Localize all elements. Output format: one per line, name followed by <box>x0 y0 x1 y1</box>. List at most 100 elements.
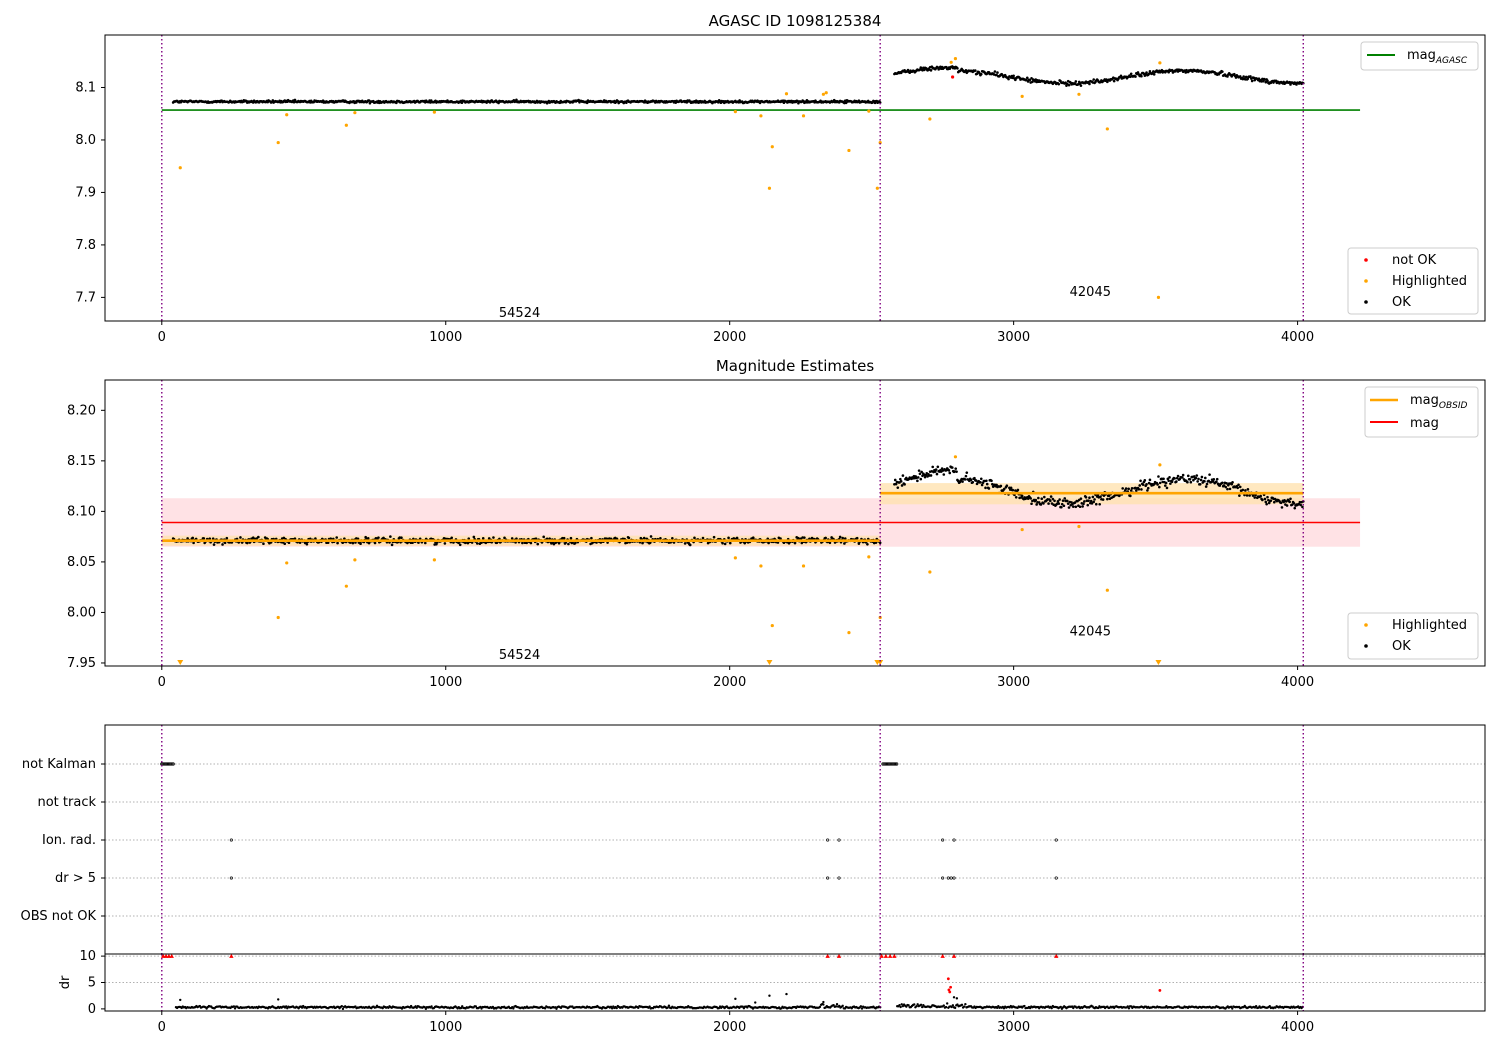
highlighted-point <box>1105 127 1109 131</box>
ok-point <box>1090 502 1094 505</box>
dr-point <box>1127 1007 1131 1010</box>
legend-box <box>1360 41 1479 71</box>
dr-point <box>835 1003 839 1006</box>
ok-point <box>1049 495 1053 498</box>
ok-point <box>202 537 206 540</box>
ok-point <box>1212 478 1216 481</box>
ok-point <box>1063 497 1067 500</box>
ok-point <box>995 483 998 487</box>
ok-point <box>1221 481 1224 485</box>
highlighted-point <box>759 114 763 118</box>
legend-box <box>1347 612 1479 660</box>
ok-point <box>931 465 935 469</box>
dr-point <box>960 1003 964 1007</box>
x-tick-label: 2000 <box>713 1020 746 1035</box>
ok-point <box>987 487 991 490</box>
ok-point <box>1088 82 1091 86</box>
y-tick-label: 8.1 <box>75 80 96 95</box>
dr-point <box>555 1007 558 1010</box>
dr-clipped-marker <box>166 953 172 958</box>
ok-point <box>1037 496 1040 500</box>
flag-point <box>837 876 841 880</box>
dr-clipped-marker <box>879 953 884 958</box>
y-tick-label: 0 <box>88 1002 96 1017</box>
ok-point <box>1042 502 1045 505</box>
ok-point <box>245 541 249 545</box>
dr-point <box>1059 1005 1062 1009</box>
obsid-label: 42045 <box>1070 625 1111 640</box>
ok-point <box>515 537 518 540</box>
highlighted-point <box>928 570 932 574</box>
ok-point <box>1043 495 1046 499</box>
dr-point <box>841 1004 844 1008</box>
dr-axis-label: dr <box>58 975 73 989</box>
dr-red-point <box>1158 989 1162 992</box>
highlighted-point <box>1105 588 1109 592</box>
ok-point <box>1152 73 1156 76</box>
ok-point <box>917 469 921 472</box>
ok-point <box>649 535 653 538</box>
flag-row-label: dr > 5 <box>55 871 96 886</box>
ok-point <box>534 537 538 541</box>
ok-point <box>1263 497 1267 501</box>
ok-point <box>701 536 705 540</box>
ok-point <box>1112 79 1116 83</box>
ok-point <box>367 541 371 545</box>
ok-point <box>728 541 732 545</box>
ok-point <box>955 470 958 473</box>
ok-point <box>1136 71 1140 74</box>
dr-point <box>822 1003 825 1006</box>
ok-point <box>1129 494 1132 498</box>
ok-point <box>956 67 959 70</box>
dr-clipped-marker <box>883 953 889 958</box>
ok-point <box>1016 488 1020 492</box>
ok-point <box>1060 502 1064 506</box>
highlighted-point <box>1020 94 1024 98</box>
flag-row-label: not track <box>37 795 96 810</box>
ok-point <box>1293 506 1297 510</box>
ok-point <box>723 542 727 546</box>
ok-point <box>1025 76 1029 80</box>
ok-point <box>443 542 447 545</box>
dr-point <box>919 1003 923 1007</box>
highlighted-point <box>1158 463 1162 467</box>
ok-point <box>1099 495 1102 498</box>
ok-point <box>922 68 926 72</box>
x-tick-label: 3000 <box>997 1020 1030 1035</box>
ok-point <box>373 541 377 545</box>
ok-point <box>893 478 897 482</box>
ok-point <box>1127 487 1130 491</box>
dr-point <box>913 1003 916 1006</box>
ok-point <box>1198 482 1202 486</box>
panel-estimates: Magnitude Estimates 54524 42045 0 1000 2000 30… <box>67 357 1486 690</box>
ok-point <box>1285 504 1289 507</box>
ok-point <box>1242 75 1245 78</box>
dr-point <box>233 1007 237 1010</box>
flag-point <box>1054 838 1058 842</box>
dr-point <box>543 1007 547 1010</box>
ok-point <box>1250 79 1254 83</box>
ok-point <box>1289 497 1292 501</box>
ok-point <box>767 541 770 545</box>
ok-point <box>671 537 674 540</box>
dr-outlier <box>734 997 737 1001</box>
legend-marker <box>1364 623 1368 627</box>
dr-point <box>945 1002 949 1005</box>
flag-point <box>949 876 953 880</box>
ok-point <box>1207 479 1211 483</box>
ok-point <box>1205 482 1209 486</box>
ok-point <box>351 541 355 545</box>
ok-point <box>979 477 983 481</box>
ok-point <box>843 537 847 540</box>
dr-point <box>1023 1004 1026 1008</box>
highlighted-point <box>821 92 825 96</box>
legend-mag-agasc-label: magAGASC <box>1407 48 1468 66</box>
ok-point <box>1053 499 1056 503</box>
not-ok-point <box>950 75 955 79</box>
ok-point <box>894 482 898 486</box>
dr-point <box>963 1005 966 1008</box>
ok-point <box>948 471 952 475</box>
ok-point <box>1092 500 1096 504</box>
ok-point <box>567 542 570 546</box>
ok-point <box>1165 486 1169 490</box>
